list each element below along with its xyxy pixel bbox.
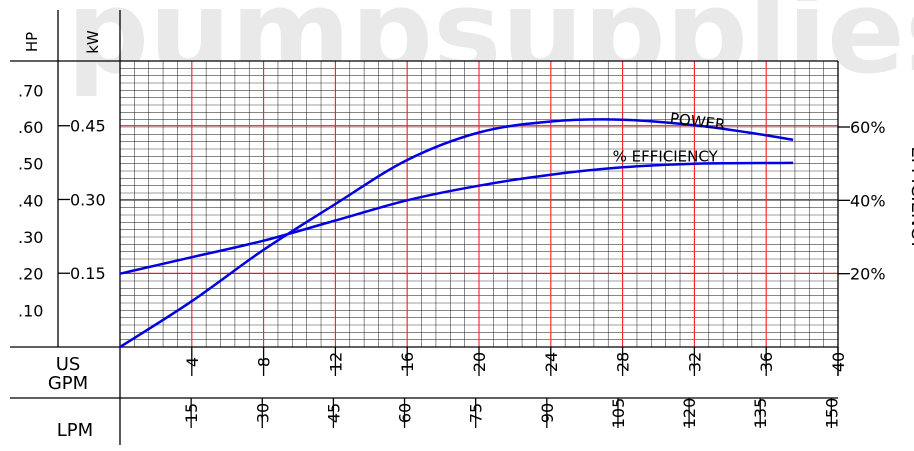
gpm-tick-label: 8 — [255, 357, 274, 367]
lpm-label: LPM — [57, 420, 93, 441]
hp-tick-label: .60 — [18, 118, 43, 137]
hp-tick-label: .20 — [18, 265, 43, 284]
kw-tick-label: 0.15 — [70, 264, 106, 283]
hp-tick-label: .70 — [18, 81, 43, 100]
lpm-tick-label: 60 — [396, 403, 415, 423]
gpm-tick-label: 12 — [326, 352, 345, 372]
efficiency-tick-label: 60% — [850, 118, 886, 137]
gpm-tick-label: 32 — [685, 352, 704, 372]
lpm-tick-label: 150 — [822, 398, 841, 429]
hp-tick-label: .40 — [18, 191, 43, 210]
lpm-tick-label: 30 — [253, 403, 272, 423]
gpm-tick-label: 36 — [757, 352, 776, 372]
gpm-tick-label: 16 — [398, 352, 417, 372]
lpm-tick-label: 75 — [467, 403, 486, 423]
efficiency-tick-label: 40% — [850, 191, 886, 210]
us-label: US — [56, 354, 81, 375]
axes-frame — [10, 10, 839, 445]
lpm-tick-label: 135 — [751, 398, 770, 429]
gpm-tick-label: 20 — [470, 352, 489, 372]
gpm-label: GPM — [48, 373, 88, 394]
gpm-tick-label: 24 — [542, 352, 561, 372]
kw-tick-label: 0.45 — [70, 117, 106, 136]
kw-tick-label: 0.30 — [70, 190, 106, 209]
lpm-tick-label: 90 — [538, 403, 557, 423]
hp-tick-label: .10 — [18, 301, 43, 320]
efficiency-curve — [119, 161, 794, 275]
lpm-tick-label: 45 — [324, 403, 343, 423]
efficiency-tick-label: 20% — [850, 265, 886, 284]
gpm-tick-label: 40 — [829, 352, 848, 372]
kw-axis-label: kW — [84, 30, 102, 54]
curves: POWER% EFFICIENCY — [119, 109, 794, 349]
gpm-tick-label: 28 — [614, 352, 633, 372]
lpm-tick-label: 15 — [182, 403, 201, 423]
hp-tick-label: .30 — [18, 228, 43, 247]
hp-axis-label: HP — [23, 32, 41, 52]
hp-tick-label: .50 — [18, 155, 43, 174]
power-curve — [119, 118, 794, 349]
lpm-tick-label: 120 — [680, 398, 699, 429]
efficiency-axis-label: EFFICIENCY — [907, 146, 914, 250]
plot-grid — [119, 60, 839, 348]
lpm-tick-label: 105 — [609, 398, 628, 429]
efficiency-label: % EFFICIENCY — [613, 147, 719, 165]
axis-labels: HP kW .10 .20 .30 .40 .50 .60 .70 0.15 0.30 0.45 20%… — [18, 30, 914, 441]
gpm-tick-label: 4 — [183, 357, 202, 367]
